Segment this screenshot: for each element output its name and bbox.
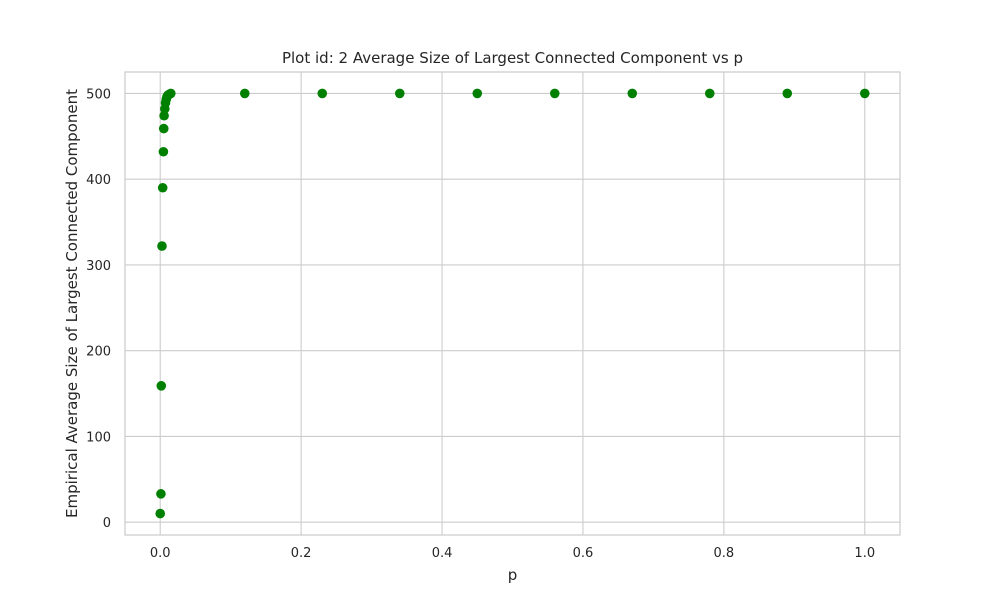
data-point xyxy=(859,88,870,99)
x-tick-labels: 0.0 0.2 0.4 0.6 0.8 1.0 xyxy=(150,546,875,561)
data-point xyxy=(782,88,793,99)
plot-area-frame xyxy=(124,71,901,536)
data-point xyxy=(472,88,483,99)
x-tick-label: 0.2 xyxy=(291,546,312,561)
data-point xyxy=(157,241,167,251)
x-tick-label: 0.4 xyxy=(432,546,453,561)
x-tick-label: 0.6 xyxy=(573,546,594,561)
x-tick-label: 1.0 xyxy=(854,546,875,561)
data-point xyxy=(239,88,250,99)
y-axis-label: Empirical Average Size of Largest Connec… xyxy=(63,89,81,518)
data-point xyxy=(549,88,560,99)
data-point xyxy=(155,508,166,519)
data-points xyxy=(155,88,870,519)
y-tick-label: 0 xyxy=(103,516,111,531)
data-point xyxy=(158,123,169,134)
y-tick-label: 100 xyxy=(86,430,111,445)
chart-title: Plot id: 2 Average Size of Largest Conne… xyxy=(282,49,743,67)
data-point xyxy=(704,88,715,99)
y-tick-label: 300 xyxy=(86,259,111,274)
data-point xyxy=(165,88,176,99)
data-point xyxy=(156,489,166,499)
data-point xyxy=(317,88,328,99)
data-point xyxy=(157,182,168,193)
y-tick-label: 200 xyxy=(86,345,111,360)
y-tick-label: 400 xyxy=(86,173,111,188)
data-point xyxy=(158,146,169,157)
data-point xyxy=(156,381,167,391)
y-tick-label: 500 xyxy=(86,87,111,102)
grid xyxy=(125,72,900,535)
x-tick-label: 0.0 xyxy=(150,546,171,561)
x-tick-label: 0.8 xyxy=(714,546,735,561)
x-axis-label: p xyxy=(508,566,518,584)
data-point xyxy=(627,88,638,99)
y-tick-labels: 0 100 200 300 400 500 xyxy=(86,87,111,531)
data-point xyxy=(394,88,405,99)
